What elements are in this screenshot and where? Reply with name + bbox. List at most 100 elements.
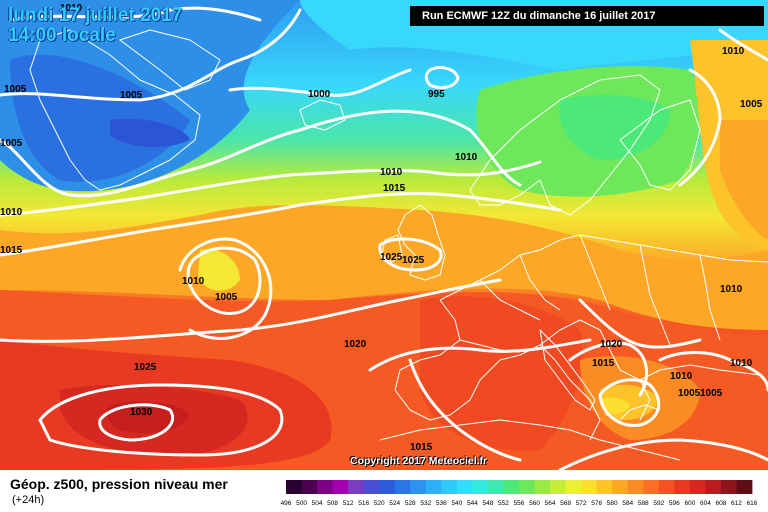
isobar-label: 1025 <box>134 362 157 373</box>
scale-tick-label: 588 <box>638 500 649 507</box>
isobar-label: 1005 <box>0 138 23 149</box>
scale-swatch <box>301 480 318 494</box>
scale-swatch <box>286 480 302 494</box>
scale-swatch <box>379 480 396 494</box>
parameter-title: Géop. z500, pression niveau mer <box>10 476 228 492</box>
scale-swatch <box>581 480 598 494</box>
isobar-label: 1015 <box>0 245 23 256</box>
scale-swatch <box>550 480 566 494</box>
copyright-notice: Copyright 2017 Meteociel.fr <box>350 455 488 467</box>
scale-tick-label: 596 <box>669 500 680 507</box>
scale-swatch <box>643 480 660 494</box>
isobar-label: 1015 <box>383 183 406 194</box>
scale-tick-label: 520 <box>374 500 385 507</box>
isobar-label: 1010 <box>380 167 403 178</box>
scale-tick-label: 524 <box>389 500 400 507</box>
scale-swatch <box>503 480 520 494</box>
scale-swatch <box>596 480 613 494</box>
scale-swatch <box>736 480 753 494</box>
scale-tick-label: 544 <box>467 500 478 507</box>
isobar-label: 1005 <box>4 84 27 95</box>
scale-swatch <box>720 480 737 494</box>
weather-map: 1010 1005 1005 1000 995 1010 1005 1005 1… <box>0 0 768 470</box>
scale-tick-label: 556 <box>514 500 525 507</box>
scale-tick-label: 540 <box>451 500 462 507</box>
scale-swatch <box>705 480 722 494</box>
scale-swatch <box>674 480 691 494</box>
scale-swatch <box>363 480 380 494</box>
isobar-label: 1010 <box>0 207 23 218</box>
scale-tick-label: 504 <box>312 500 323 507</box>
scale-tick-label: 608 <box>716 500 727 507</box>
isobar-label: 1025 <box>402 255 425 266</box>
scale-swatch <box>565 480 582 494</box>
scale-tick-label: 512 <box>343 500 354 507</box>
isobar-labels: 1010 1005 1005 1000 995 1010 1005 1005 1… <box>0 3 763 453</box>
scale-tick-label: 572 <box>576 500 587 507</box>
scale-tick-label: 500 <box>296 500 307 507</box>
scale-swatch <box>348 480 365 494</box>
isobar-label: 1020 <box>600 339 623 350</box>
scale-tick-label: 568 <box>560 500 571 507</box>
scale-swatch <box>627 480 644 494</box>
scale-tick-label: 604 <box>700 500 711 507</box>
isobar-lines <box>0 6 768 470</box>
scale-swatch <box>332 480 349 494</box>
scale-tick-label: 496 <box>281 500 292 507</box>
scale-tick-label: 536 <box>436 500 447 507</box>
scale-tick-label: 560 <box>529 500 540 507</box>
isobar-label: 1025 <box>380 252 403 263</box>
isobar-label: 995 <box>428 89 445 100</box>
scale-swatch <box>394 480 411 494</box>
isobar-label: 1000 <box>308 89 331 100</box>
scale-swatch <box>425 480 442 494</box>
scale-swatch <box>410 480 427 494</box>
isobar-label: 1030 <box>130 407 153 418</box>
scale-tick-label: 600 <box>684 500 695 507</box>
scale-tick-label: 528 <box>405 500 416 507</box>
scale-swatch <box>689 480 706 494</box>
isobar-label: 1010 <box>670 371 693 382</box>
isobar-label: 1020 <box>344 339 367 350</box>
isobar-label: 1015 <box>410 442 433 453</box>
scale-tick-label: 580 <box>607 500 618 507</box>
scale-tick-label: 516 <box>358 500 369 507</box>
scale-swatch <box>456 480 473 494</box>
scale-swatch <box>519 480 535 494</box>
isobar-label: 1015 <box>592 358 615 369</box>
forecast-date: lundi 17 juillet 2017 <box>8 5 183 26</box>
scale-tick-label: 508 <box>327 500 338 507</box>
coastlines <box>29 29 768 461</box>
isobar-label: 1005 <box>120 90 143 101</box>
scale-tick-label: 564 <box>545 500 556 507</box>
scale-tick-label: 612 <box>731 500 742 507</box>
isobar-label: 1010 <box>182 276 205 287</box>
isobar-label: 1010 <box>730 358 753 369</box>
scale-swatch <box>612 480 629 494</box>
scale-swatch <box>487 480 504 494</box>
scale-swatch <box>658 480 675 494</box>
isobar-label: 1005 <box>215 292 238 303</box>
isobar-label: 1005 <box>678 388 701 399</box>
forecast-time: 14:00 locale <box>8 25 116 46</box>
isobar-label: 1010 <box>720 284 743 295</box>
forecast-datetime: lundi 17 juillet 2017 14:00 locale <box>8 6 182 46</box>
isobar-label: 1005 <box>700 388 723 399</box>
isobar-label: 1010 <box>722 46 745 57</box>
isobar-label: 1010 <box>455 152 478 163</box>
scale-tick-label: 552 <box>498 500 509 507</box>
color-scale: 496 500 504 508 512 516 520 524 528 532 536 540 544 5… <box>281 480 758 507</box>
scale-tick-label: 616 <box>747 500 758 507</box>
scale-tick-label: 584 <box>622 500 633 507</box>
scale-swatch <box>472 480 489 494</box>
scale-tick-label: 532 <box>420 500 431 507</box>
scale-swatch <box>317 480 333 494</box>
isobar-label: 1005 <box>740 99 763 110</box>
lead-time: (+24h) <box>12 494 45 506</box>
scale-tick-label: 548 <box>483 500 494 507</box>
isobar-label: 1010 <box>60 3 83 14</box>
scale-tick-label: 592 <box>653 500 664 507</box>
scale-swatch <box>534 480 551 494</box>
model-run-info: Run ECMWF 12Z du dimanche 16 juillet 201… <box>410 6 764 26</box>
scale-tick-label: 576 <box>591 500 602 507</box>
